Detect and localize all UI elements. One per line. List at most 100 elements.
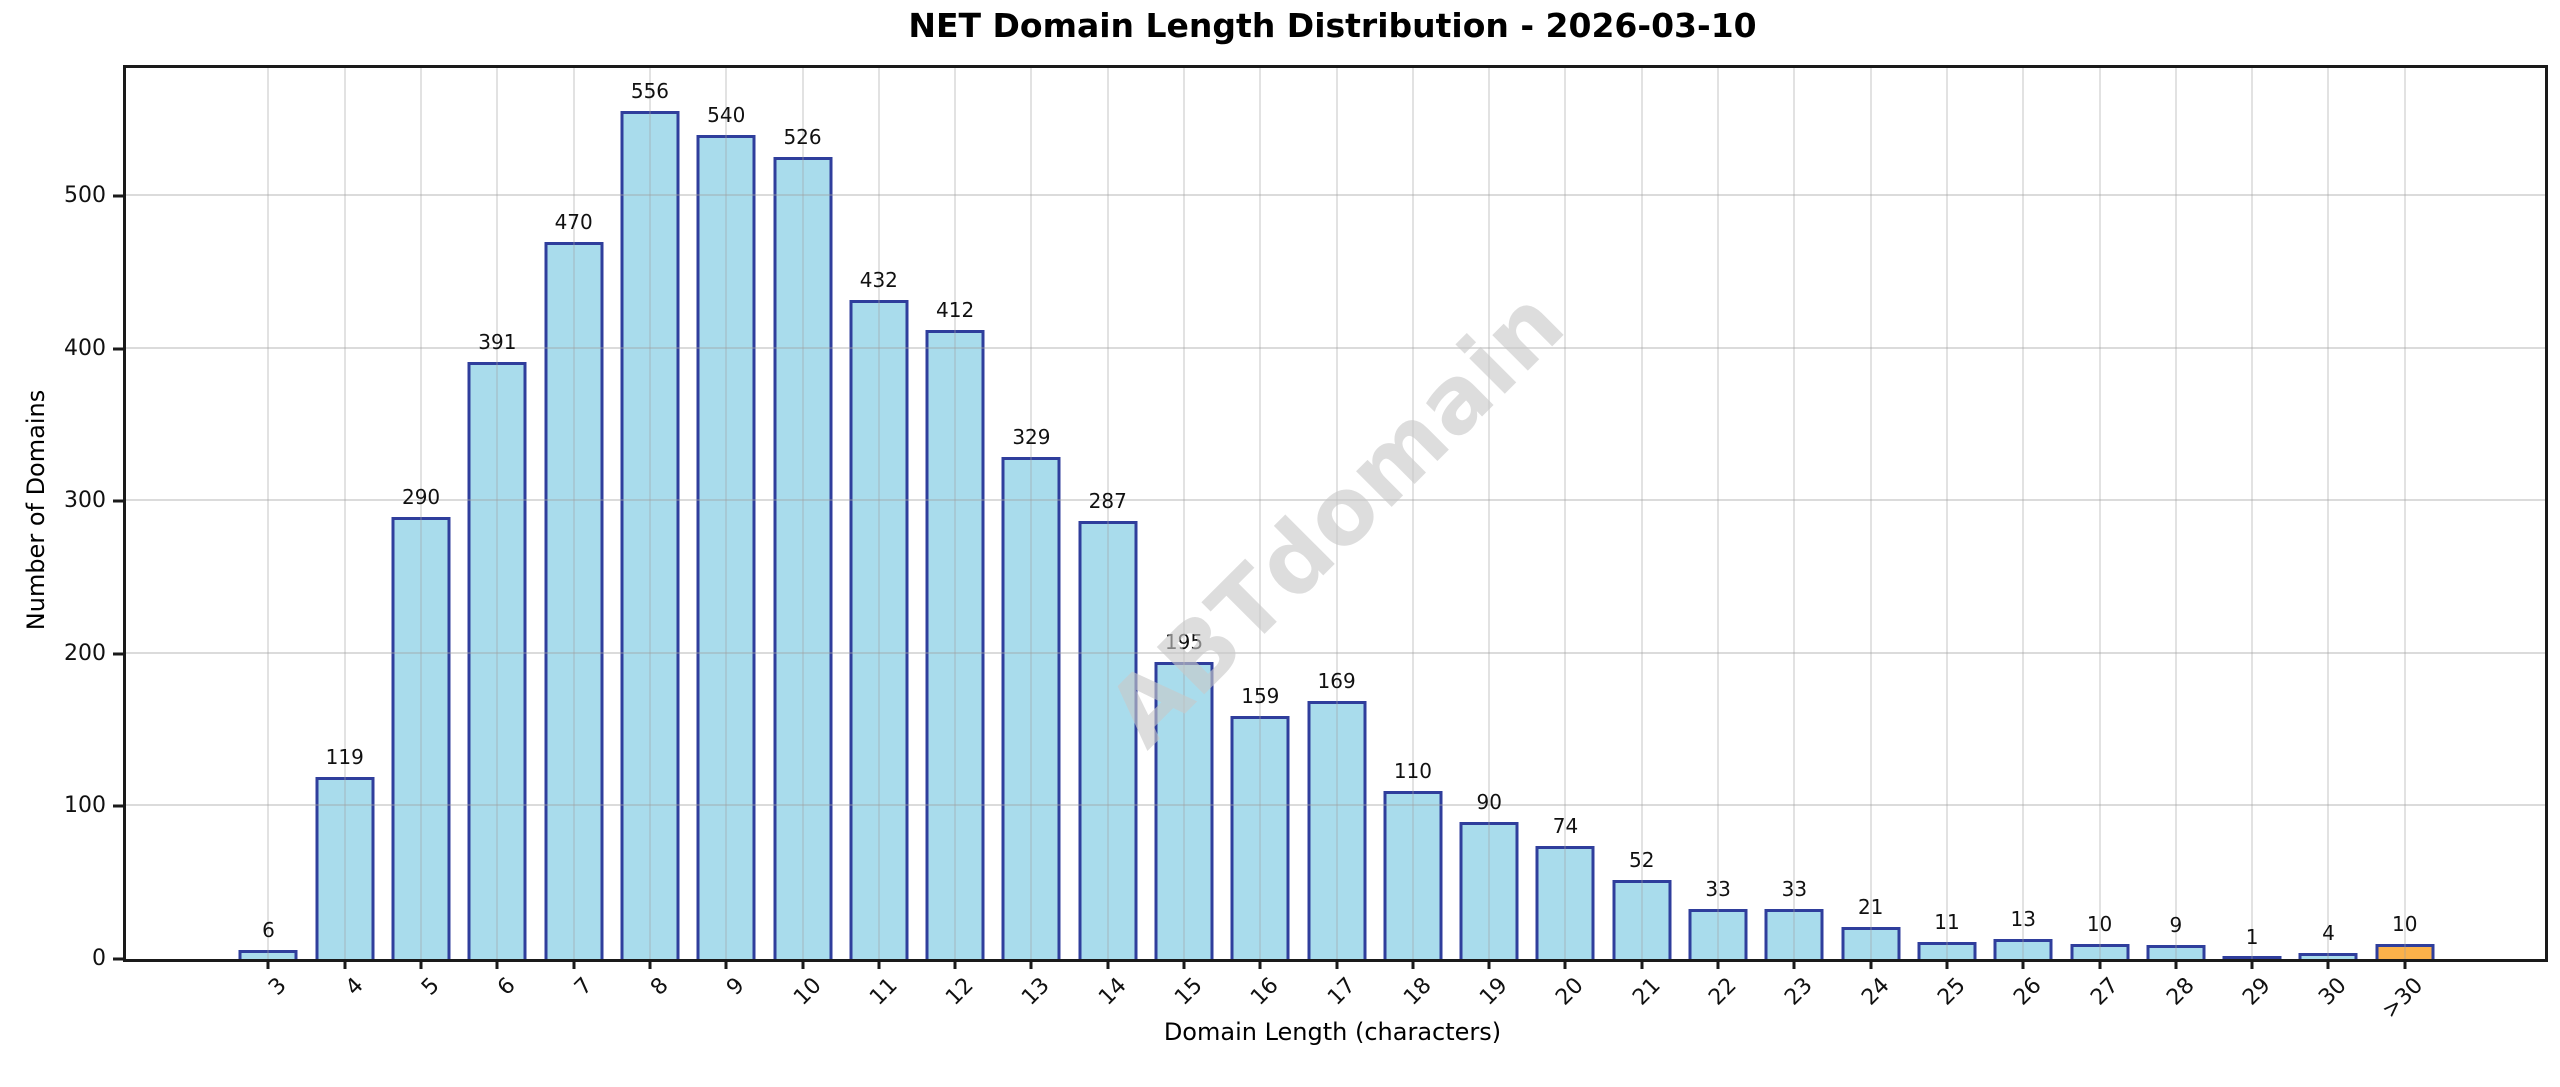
vgridline (2174, 68, 2177, 959)
x-tick-label: 17 (1322, 973, 1361, 1011)
x-tick-label: 5 (417, 973, 445, 1001)
bar-value-label: 13 (2010, 907, 2036, 932)
hgridline (126, 194, 2545, 197)
bar (696, 135, 756, 959)
x-tick-mark (1640, 959, 1644, 969)
x-tick-mark (2098, 959, 2102, 969)
x-tick-label: 23 (1780, 973, 1819, 1011)
bar (1307, 701, 1367, 959)
x-tick-label: >30 (2377, 973, 2429, 1024)
bar (773, 156, 833, 959)
x-tick-mark (2250, 959, 2254, 969)
x-tick-mark (1411, 959, 1415, 969)
x-tick-mark (1029, 959, 1033, 969)
x-tick-label: 15 (1170, 973, 1208, 1011)
bar (620, 110, 680, 959)
vgridline (2251, 68, 2254, 959)
bar-value-label: 52 (1629, 847, 1655, 872)
vgridline (267, 68, 270, 959)
bar (1535, 846, 1595, 959)
bar-value-label: 9 (2169, 913, 2183, 938)
x-tick-mark (1182, 959, 1186, 969)
bar-value-label: 90 (1476, 789, 1502, 814)
x-tick-mark (572, 959, 576, 969)
y-axis-label: Number of Domains (22, 389, 50, 631)
bar-value-label: 556 (630, 78, 670, 103)
x-tick-label: 3 (264, 973, 293, 1001)
x-tick-label: 11 (865, 973, 903, 1011)
bar-value-label: 21 (1857, 894, 1884, 919)
bar-value-label: 391 (478, 330, 517, 355)
x-tick-label: 19 (1475, 973, 1513, 1011)
bar (2298, 952, 2358, 959)
x-tick-mark (648, 959, 652, 969)
bar-value-label: 526 (783, 124, 822, 149)
bar (2222, 956, 2282, 959)
x-tick-label: 9 (722, 973, 750, 1001)
bar-value-label: 290 (401, 484, 441, 509)
x-tick-mark (495, 959, 499, 969)
x-tick-label: 10 (788, 973, 827, 1011)
x-tick-mark (2326, 959, 2330, 969)
vgridline (1793, 68, 1796, 959)
y-tick-label: 300 (64, 488, 106, 514)
y-tick-mark (113, 957, 123, 961)
vgridline (2098, 68, 2101, 959)
vgridline (2022, 68, 2025, 959)
x-tick-label: 7 (569, 973, 598, 1001)
bar-value-label: 11 (1934, 910, 1960, 935)
x-tick-label: 14 (1093, 973, 1132, 1011)
x-tick-label: 16 (1246, 973, 1284, 1011)
bar-value-label: 470 (554, 209, 593, 234)
x-tick-label: 26 (2009, 973, 2047, 1011)
bar (1764, 908, 1824, 959)
x-tick-label: 12 (941, 973, 979, 1011)
y-tick-label: 500 (64, 183, 106, 209)
vgridline (1945, 68, 1948, 959)
y-tick-label: 400 (64, 335, 106, 361)
x-tick-mark (2403, 959, 2407, 969)
bar-value-label: 119 (325, 745, 364, 770)
x-tick-mark (1106, 959, 1110, 969)
bar (544, 241, 604, 959)
x-tick-label: 8 (646, 973, 674, 1001)
x-tick-mark (343, 959, 347, 969)
x-tick-mark (724, 959, 728, 969)
bar-value-label: 329 (1012, 425, 1051, 450)
x-tick-label: 21 (1627, 973, 1666, 1011)
bar-value-label: 159 (1241, 684, 1280, 709)
y-tick-label: 200 (64, 640, 106, 666)
chart-title: NET Domain Length Distribution - 2026-03… (908, 6, 1757, 45)
x-tick-label: 6 (493, 973, 522, 1001)
y-tick-mark (113, 194, 123, 198)
y-tick-label: 0 (92, 946, 106, 971)
x-tick-mark (1869, 959, 1873, 969)
x-tick-mark (419, 959, 423, 969)
bar-value-label: 33 (1781, 876, 1808, 901)
x-tick-mark (266, 959, 270, 969)
x-tick-mark (1716, 959, 1720, 969)
x-tick-label: 20 (1551, 973, 1590, 1011)
vgridline (1717, 68, 1720, 959)
bar (1993, 939, 2053, 959)
x-tick-label: 25 (1933, 973, 1971, 1011)
x-tick-label: 4 (340, 973, 369, 1001)
bar (2146, 945, 2206, 959)
bar-value-label: 10 (2392, 911, 2418, 936)
x-tick-mark (801, 959, 805, 969)
y-tick-mark (113, 804, 123, 808)
vgridline (1640, 68, 1643, 959)
x-tick-label: 29 (2238, 973, 2276, 1011)
x-tick-label: 22 (1704, 973, 1742, 1011)
vgridline (2327, 68, 2330, 959)
bar (315, 777, 375, 959)
bar (2070, 943, 2130, 959)
bar (1688, 908, 1748, 959)
x-tick-mark (1335, 959, 1339, 969)
x-tick-label: 24 (1856, 973, 1895, 1011)
bar-value-label: 1 (2245, 925, 2259, 950)
x-tick-mark (1792, 959, 1796, 969)
bar (467, 362, 527, 959)
bar (2375, 943, 2435, 959)
bar (1230, 716, 1290, 959)
